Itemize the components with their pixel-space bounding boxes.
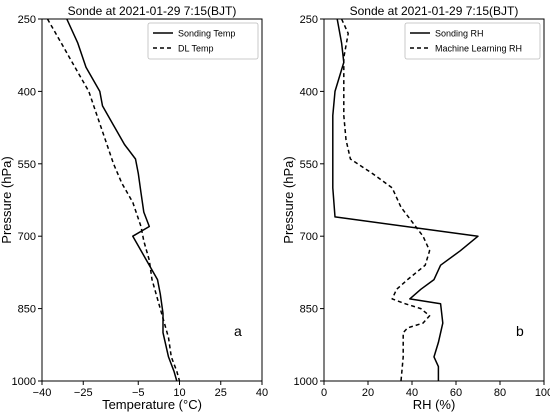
panel-1-y-axis-label: Pressure (hPa) (0, 156, 14, 243)
panel-2-y-tick-label: 1000 (294, 376, 318, 388)
panel-2-panel-label: b (516, 323, 524, 339)
panel-1-x-axis-label: Temperature (°C) (102, 397, 202, 412)
panel-2-x-tick-label: 60 (450, 387, 462, 399)
panel-1-x-tick-label: −5 (132, 387, 145, 399)
panel-1-axes-frame (41, 18, 263, 382)
panel-1-title: Sonde at 2021-01-29 7:15(BJT) (68, 4, 237, 18)
panel-1-y-tick-label: 400 (18, 86, 36, 98)
panel-2-title: Sonde at 2021-01-29 7:15(BJT) (350, 4, 519, 18)
panel-1-y-tick-label: 1000 (12, 376, 36, 388)
panel-1-series-2-line (46, 18, 181, 382)
panel-1-x-tick-label: 10 (173, 387, 185, 399)
panel-2-legend-box (404, 22, 541, 60)
panel-2-x-tick-label: 100 (535, 387, 550, 399)
panel-1-y-tick-label: 250 (18, 14, 36, 26)
panel-2-y-tick-label: 400 (300, 86, 318, 98)
panel-2-legend-label-1: Sonding RH (435, 29, 484, 39)
panel-1-y-tick-label: 700 (18, 231, 36, 243)
panel-2-x-tick-label: 40 (406, 387, 418, 399)
panel-1-legend-box (147, 22, 259, 60)
panel-1-x-tick-label: 25 (215, 387, 227, 399)
panel-2-y-tick-label: 550 (300, 159, 318, 171)
panel-1-x-tick-label: −40 (33, 387, 52, 399)
panel-1-y-tick-label: 550 (18, 159, 36, 171)
panel-2-y-tick-label: 700 (300, 231, 318, 243)
panel-2-x-tick-label: 80 (494, 387, 506, 399)
panel-2-x-tick-label: 20 (362, 387, 374, 399)
panel-1-legend-label-1: Sonding Temp (178, 29, 235, 39)
panel-1-x-tick-label: 40 (256, 387, 268, 399)
panel-2-y-tick-label: 250 (300, 14, 318, 26)
panel-2-axes-frame (323, 18, 545, 382)
panel-2-x-tick-label: 0 (321, 387, 327, 399)
panel-1-x-tick-label: −25 (74, 387, 93, 399)
panel-2-series-2-line (340, 18, 431, 382)
panel-2-x-axis-label: RH (%) (413, 397, 456, 412)
panel-1-legend-label-2: DL Temp (178, 44, 214, 54)
panel-1-series-1-line (66, 18, 178, 382)
panel-2-series-1-line (332, 18, 479, 381)
panel-2: Sonde at 2021-01-29 7:15(BJT) 0 20 40 60 80 10… (281, 4, 550, 412)
panel-2-y-axis-label: Pressure (hPa) (281, 156, 296, 243)
panel-1-y-tick-label: 850 (18, 304, 36, 316)
panel-2-legend-label-2: Machine Learning RH (435, 44, 522, 54)
panel-1: Sonde at 2021-01-29 7:15(BJT) −40 −25 −5 10 2… (0, 4, 268, 412)
panel-2-y-tick-label: 850 (300, 304, 318, 316)
panel-1-panel-label: a (234, 323, 242, 339)
